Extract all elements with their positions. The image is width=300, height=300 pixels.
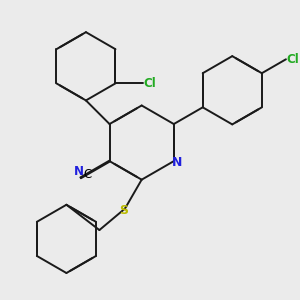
Text: N: N [74, 165, 84, 178]
Text: C: C [83, 168, 92, 181]
Text: N: N [172, 157, 182, 169]
Text: Cl: Cl [144, 77, 156, 90]
Text: S: S [119, 204, 128, 217]
Text: Cl: Cl [286, 53, 299, 66]
